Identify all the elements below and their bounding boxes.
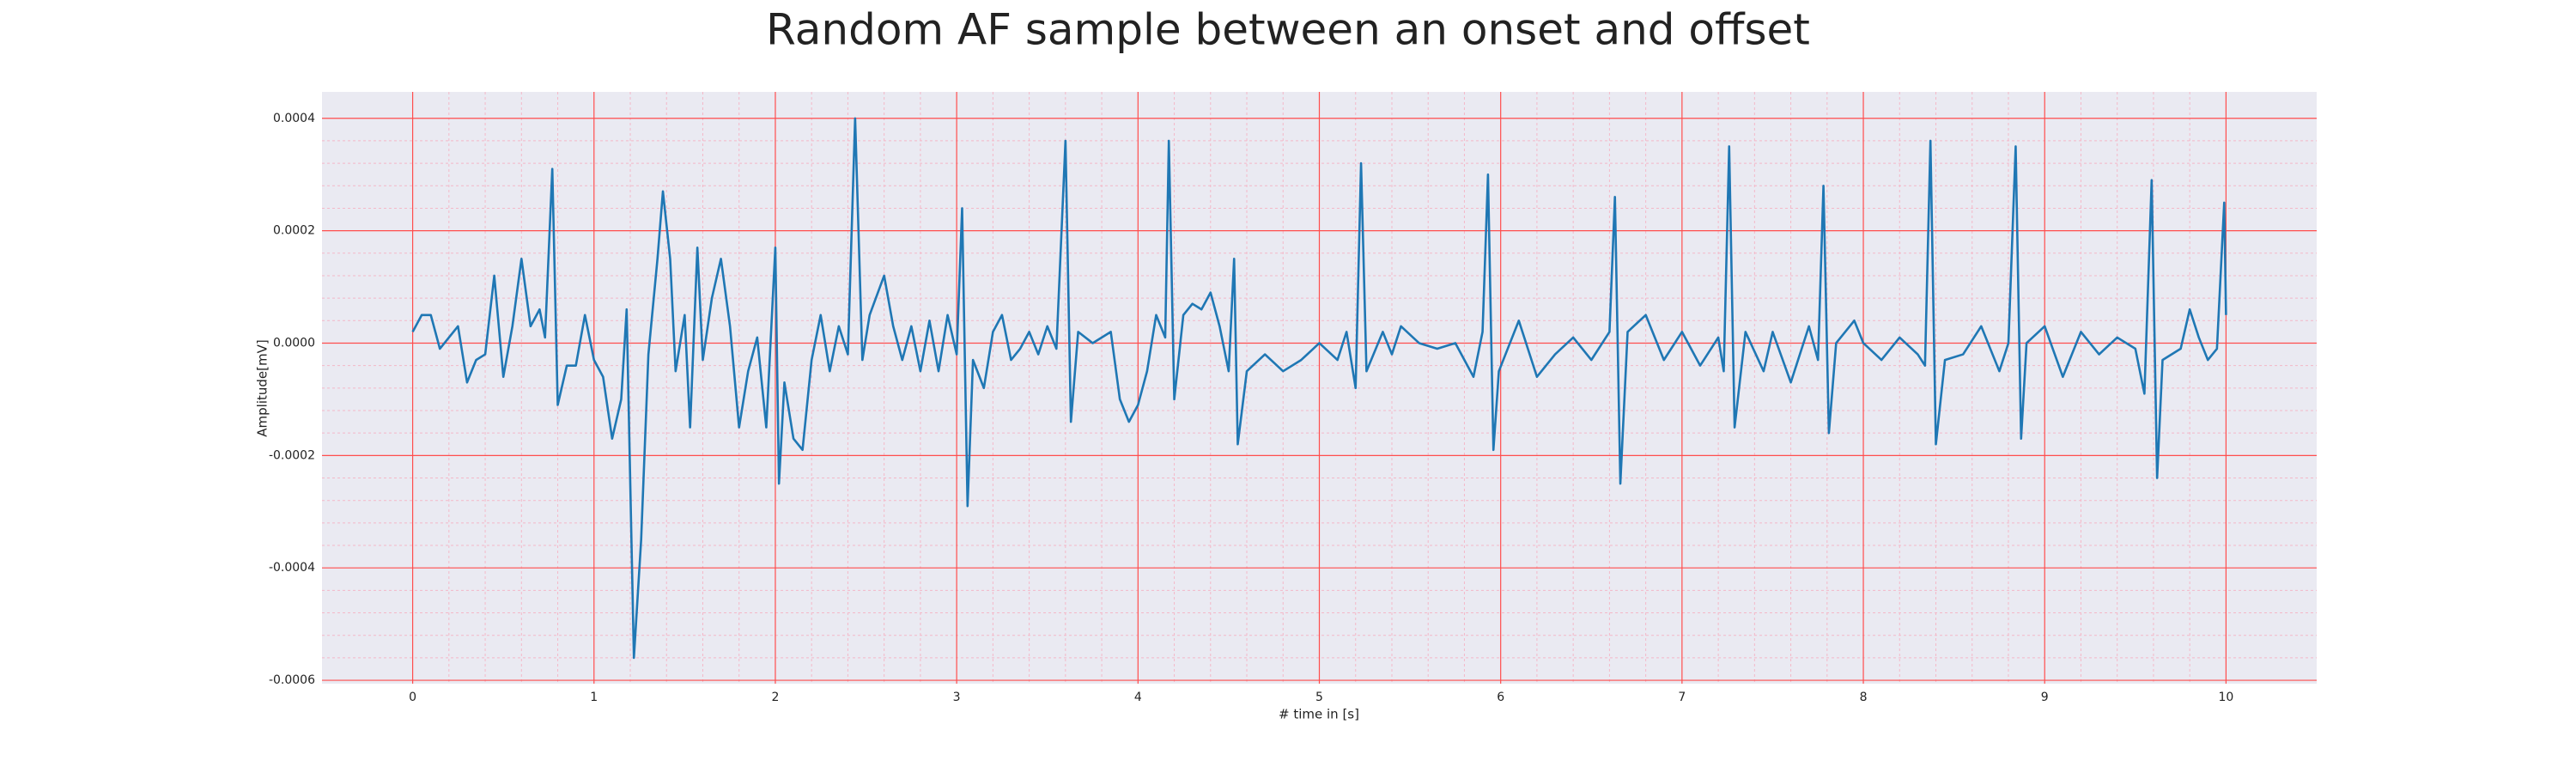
x-tick-label: 3 bbox=[953, 691, 961, 704]
y-tick-label: -0.0002 bbox=[269, 448, 315, 462]
x-tick-label: 9 bbox=[2041, 691, 2049, 704]
x-tick-label: 10 bbox=[2218, 691, 2233, 704]
y-tick-label: 0.0000 bbox=[273, 336, 315, 350]
y-tick-label: -0.0004 bbox=[269, 561, 315, 575]
x-tick-label: 1 bbox=[590, 691, 598, 704]
x-tick-label: 7 bbox=[1678, 691, 1686, 704]
x-tick-label: 5 bbox=[1315, 691, 1323, 704]
y-axis-label: Amplitude[mV] bbox=[255, 339, 270, 436]
chart-title: Random AF sample between an onset and of… bbox=[766, 5, 1810, 55]
y-tick-label: 0.0004 bbox=[273, 112, 315, 125]
x-tick-label: 0 bbox=[409, 691, 416, 704]
y-tick-label: -0.0006 bbox=[269, 673, 315, 687]
y-tick-label: 0.0002 bbox=[273, 224, 315, 238]
x-tick-label: 8 bbox=[1860, 691, 1868, 704]
x-axis-label: # time in [s] bbox=[1279, 707, 1359, 722]
x-tick-label: 6 bbox=[1497, 691, 1504, 704]
x-tick-label: 2 bbox=[771, 691, 779, 704]
x-tick-label: 4 bbox=[1134, 691, 1142, 704]
signal-line bbox=[411, 117, 2227, 660]
